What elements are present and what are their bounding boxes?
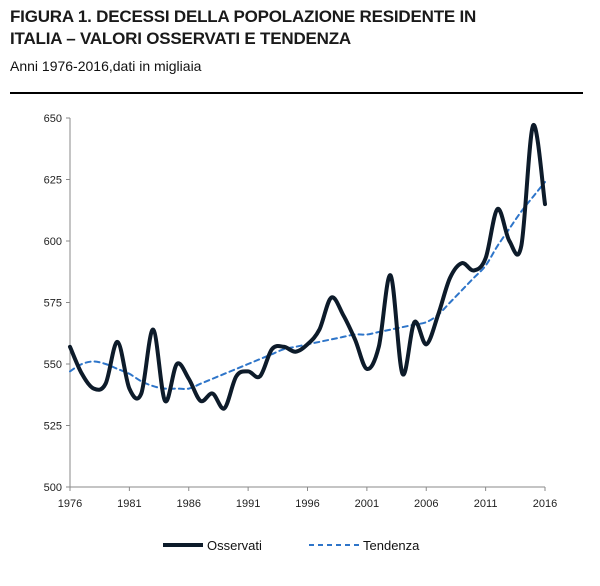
x-tick-label: 1986: [177, 498, 201, 510]
x-tick-label: 1991: [236, 498, 260, 510]
x-tick-label: 1981: [117, 498, 141, 510]
x-tick-label: 2006: [414, 498, 438, 510]
chart-subtitle: Anni 1976-2016,dati in migliaia: [10, 58, 202, 74]
y-tick-label: 625: [44, 175, 62, 187]
x-tick-label: 2011: [474, 498, 498, 510]
y-tick-label: 550: [44, 359, 62, 371]
title-divider: [10, 92, 583, 94]
x-tick-label: 2016: [533, 498, 557, 510]
plot-area: 500 525 550 575 600 625 650 1976 1981 1986 1991 199…: [44, 113, 558, 510]
y-tick-label: 600: [44, 236, 62, 248]
legend-osservati-label: Osservati: [207, 538, 262, 553]
y-tick-label: 650: [44, 113, 62, 125]
x-tick-label: 1976: [58, 498, 82, 510]
y-tick-label: 575: [44, 298, 62, 310]
y-tick-label: 525: [44, 421, 62, 433]
chart-title-line-2: ITALIA – VALORI OSSERVATI E TENDENZA: [10, 29, 352, 48]
legend-tendenza-label: Tendenza: [363, 538, 420, 553]
y-tick-label: 500: [44, 482, 62, 494]
chart-title-line-1: FIGURA 1. DECESSI DELLA POPOLAZIONE RESI…: [10, 7, 477, 26]
series-osservati-line: [68, 123, 547, 411]
x-tick-label: 2001: [355, 498, 379, 510]
x-tick-label: 1996: [295, 498, 319, 510]
series-tendenza-line: [69, 181, 546, 390]
chart-legend: Osservati Tendenza: [163, 538, 420, 553]
chart-title: FIGURA 1. DECESSI DELLA POPOLAZIONE RESI…: [10, 6, 595, 50]
